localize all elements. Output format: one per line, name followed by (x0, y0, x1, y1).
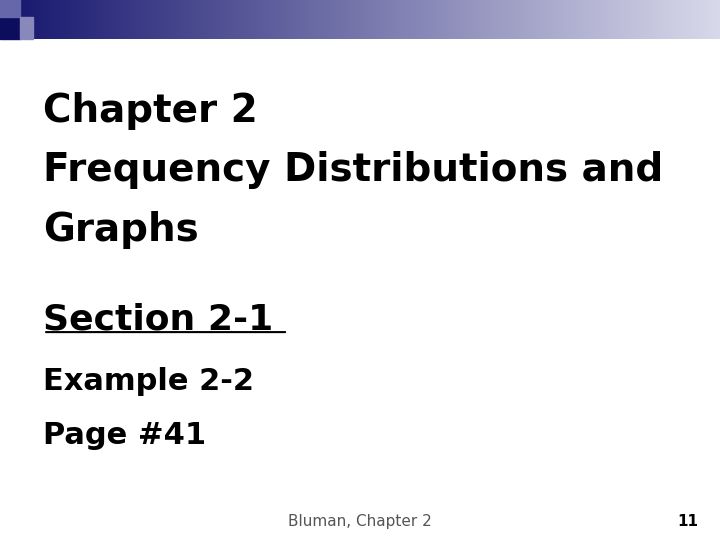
Text: 11: 11 (678, 514, 698, 529)
Text: Chapter 2: Chapter 2 (43, 92, 258, 130)
Text: Graphs: Graphs (43, 211, 199, 248)
Bar (0, 0, 20, 17)
Text: Bluman, Chapter 2: Bluman, Chapter 2 (288, 514, 432, 529)
Bar (0, 17, 20, 39)
Text: Example 2-2: Example 2-2 (43, 367, 254, 396)
Text: Section 2-1: Section 2-1 (43, 302, 274, 336)
Text: Frequency Distributions and: Frequency Distributions and (43, 151, 663, 189)
Bar (20, 17, 33, 39)
Text: Page #41: Page #41 (43, 421, 207, 450)
